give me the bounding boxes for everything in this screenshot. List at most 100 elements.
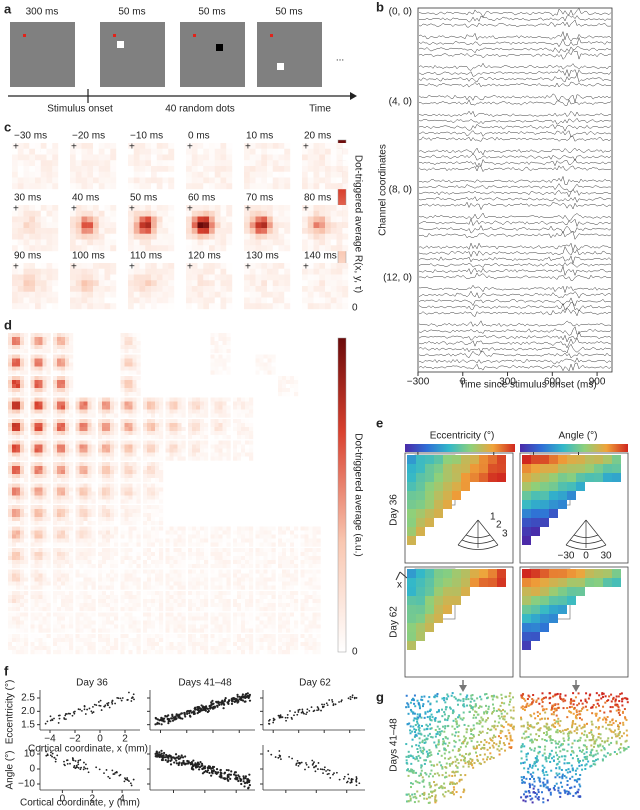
heatmap-cell — [186, 143, 192, 149]
heatmap-cell — [110, 634, 115, 639]
heatmap-cell — [30, 466, 35, 471]
heatmap-cell — [143, 456, 148, 461]
frame-label: −20 ms — [72, 131, 105, 142]
heatmap-cell — [284, 160, 291, 167]
heatmap-cell — [259, 620, 264, 625]
heatmap-cell — [75, 612, 80, 617]
heatmap-cell — [162, 154, 169, 161]
heatmap-cell — [83, 599, 88, 604]
heatmap-cell — [307, 222, 314, 229]
heatmap-cell — [312, 577, 317, 582]
heatmap-cell — [46, 354, 51, 359]
heatmap-cell — [87, 638, 92, 643]
heatmap-cell — [91, 456, 96, 461]
heatmap-cell — [204, 612, 209, 617]
heatmap-cell — [38, 526, 43, 531]
heatmap-cell — [136, 474, 141, 479]
heatmap-cell — [237, 552, 242, 557]
heatmap-cell — [17, 268, 24, 275]
heatmap-cell — [165, 616, 170, 621]
heatmap-cell — [35, 274, 41, 281]
heatmap-cell — [155, 577, 160, 582]
heatmap-cell — [282, 380, 287, 385]
heatmap-cell — [69, 517, 74, 522]
polar-inset — [395, 519, 607, 581]
heatmap-cell — [218, 397, 223, 402]
heatmap-cell — [20, 474, 25, 479]
heatmap-cell — [20, 354, 25, 359]
heatmap-cell — [87, 585, 92, 590]
heatmap-cell — [181, 620, 186, 625]
heatmap-cell — [42, 431, 47, 436]
heatmap-cell — [69, 573, 74, 578]
heatmap-cell — [46, 233, 53, 240]
heatmap-cell — [156, 286, 163, 292]
heatmap-cell — [75, 427, 80, 432]
heatmap-cell — [38, 595, 43, 600]
heatmap-cell — [87, 166, 94, 172]
heatmap-cell — [61, 577, 66, 582]
heatmap-cell — [143, 440, 148, 445]
heatmap-cell — [52, 183, 59, 190]
heatmap-cell — [132, 548, 137, 553]
heatmap-cell — [110, 160, 117, 167]
trace — [418, 153, 612, 161]
heatmap-cell — [53, 530, 58, 535]
heatmap-cell — [34, 495, 39, 500]
heatmap-cell — [114, 526, 119, 531]
heatmap-cell — [40, 210, 47, 217]
heatmap-cell — [143, 487, 148, 492]
heatmap-cell — [147, 548, 152, 553]
heatmap-cell — [203, 143, 210, 149]
heatmap-cell — [151, 499, 156, 504]
heatmap-cell — [304, 534, 309, 539]
heatmap-cell — [155, 495, 160, 500]
heatmap-cell — [136, 448, 141, 453]
heatmap-cell — [319, 148, 326, 155]
heatmap-cell — [278, 603, 283, 608]
heatmap-cell — [20, 466, 25, 471]
heatmap-cell — [218, 405, 223, 410]
heatmap-cell — [220, 222, 227, 229]
heatmap-cell — [57, 650, 62, 655]
heatmap-cell — [278, 143, 285, 149]
heatmap-cell — [57, 456, 62, 461]
heatmap-cell — [222, 456, 227, 461]
heatmap-cell — [173, 401, 178, 406]
heatmap-cell — [69, 628, 74, 633]
heatmap-cell — [244, 154, 250, 161]
heatmap-cell — [188, 564, 193, 569]
heatmap-cell — [155, 542, 160, 547]
heatmap-cell — [282, 612, 287, 617]
heatmap-cell — [196, 534, 201, 539]
heatmap-cell — [245, 585, 250, 590]
heatmap-cell — [98, 233, 105, 240]
heatmap-cell — [98, 624, 103, 629]
heatmap-cell — [132, 345, 137, 350]
heatmap-cell — [124, 646, 129, 651]
heatmap-cell — [20, 431, 25, 436]
heatmap-cell — [53, 423, 58, 428]
heatmap-cell — [42, 483, 47, 488]
heatmap-cell — [139, 222, 146, 229]
heatmap-cell — [249, 297, 256, 304]
heatmap-cell — [218, 423, 223, 428]
heatmap-cell — [24, 354, 29, 359]
heatmap-cell — [69, 552, 74, 557]
heatmap-cell — [188, 413, 193, 418]
heatmap-cell — [98, 409, 103, 414]
heatmap-cell — [61, 405, 66, 410]
heatmap-cell — [136, 599, 141, 604]
heatmap-cell — [128, 349, 133, 354]
heatmap-cell — [244, 297, 250, 304]
heatmap-cell — [61, 634, 66, 639]
heatmap-cell — [210, 569, 215, 574]
heatmap-cell — [12, 560, 17, 565]
heatmap-cell — [169, 448, 174, 453]
heatmap-cell — [38, 542, 43, 547]
heatmap-cell — [203, 148, 210, 155]
heatmap-cell — [272, 268, 279, 275]
heatmap-cell — [147, 638, 152, 643]
heatmap-cell — [249, 542, 254, 547]
heatmap-cell — [12, 222, 18, 229]
